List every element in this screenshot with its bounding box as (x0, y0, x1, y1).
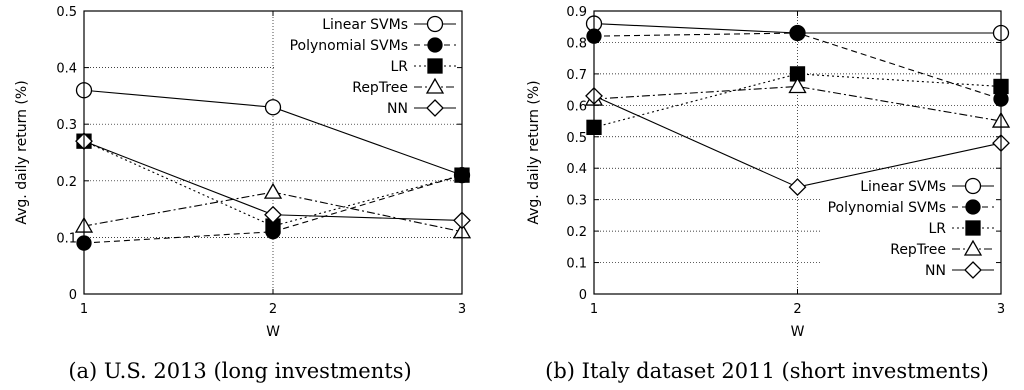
x-tick-label: 3 (458, 302, 466, 317)
y-tick-label: 0.1 (56, 231, 77, 246)
legend-label: Polynomial SVMs (290, 38, 408, 54)
y-tick-label: 0 (579, 288, 587, 303)
legend-entry-linear-svms: Linear SVMs (322, 15, 456, 33)
chart-panel-b: 0 0.1 0.2 0.3 0.4 0.5 0.6 0.7 0.8 0.9 1 2 3 W Avg. dai… (526, 5, 1011, 383)
y-tick-label: 0.1 (566, 257, 587, 272)
series-polynomial-svms (586, 25, 1009, 107)
x-tick-label: 2 (269, 302, 277, 317)
legend-entry-lr: LR (390, 58, 456, 75)
legend-marker (427, 58, 443, 74)
legend-label: LR (390, 59, 408, 75)
x-tick-label: 2 (793, 302, 801, 317)
legend-entry-nn: NN (925, 261, 994, 279)
legend-entry-lr: LR (928, 220, 994, 237)
legend-marker (964, 177, 982, 195)
legend-label: NN (387, 101, 408, 117)
figure-caption: (a) U.S. 2013 (long investments) (68, 359, 411, 383)
legend-label: RepTree (890, 242, 946, 258)
legend-marker (425, 77, 445, 94)
legend-marker (427, 37, 443, 53)
legend-label: LR (928, 221, 946, 237)
legend-entry-polynomial-svms: Polynomial SVMs (828, 199, 994, 216)
y-tick-label: 0.5 (56, 5, 77, 20)
legend-marker (963, 239, 983, 256)
legend-marker (426, 15, 444, 33)
x-tick-label: 1 (590, 302, 598, 317)
series-lr (586, 66, 1009, 135)
y-tick-label: 0.2 (566, 225, 587, 240)
y-tick-label: 0.4 (566, 162, 587, 177)
figure-caption: (b) Italy dataset 2011 (short investment… (545, 359, 989, 383)
legend-marker (426, 99, 444, 117)
data-point-reptree (788, 77, 807, 94)
y-tick-label: 0.6 (566, 99, 587, 114)
data-point-nn (788, 178, 807, 197)
y-tick-label: 0.3 (56, 118, 77, 133)
legend-label: Linear SVMs (322, 17, 408, 33)
y-tick-label: 0.2 (56, 175, 77, 190)
y-tick-label: 0.5 (566, 131, 587, 146)
legend-marker (965, 199, 981, 215)
legend-label: RepTree (352, 80, 408, 96)
y-tick-label: 0 (69, 288, 77, 303)
series-line-polynomial-svms (83, 174, 463, 244)
data-point-nn (264, 205, 282, 224)
x-tick-label: 1 (80, 302, 88, 317)
y-axis-label: Avg. daily return (%) (14, 80, 30, 224)
legend-entry-reptree: RepTree (352, 77, 456, 96)
legend-entry-nn: NN (387, 99, 456, 117)
y-tick-label: 0.8 (566, 36, 587, 51)
y-tick-label: 0.7 (566, 68, 587, 83)
legend-label: Linear SVMs (860, 179, 946, 195)
y-tick-label: 0.4 (56, 62, 77, 77)
x-axis-label: W (791, 324, 805, 340)
x-axis-label: W (266, 324, 280, 340)
y-tick-label: 0.9 (566, 5, 587, 20)
legend-entry-reptree: RepTree (890, 239, 994, 258)
data-point-polynomial-svms (789, 25, 806, 41)
data-point-linear-svms (264, 99, 282, 116)
legend-entry-linear-svms: Linear SVMs (860, 177, 994, 195)
chart-panel-a: 0 0.1 0.2 0.3 0.4 0.5 1 2 3 W Avg. daily return (%… (14, 5, 472, 383)
legend-label: NN (925, 263, 946, 279)
y-tick-label: 0.3 (566, 194, 587, 209)
y-axis-label: Avg. daily return (%) (526, 80, 542, 224)
legend-marker (964, 261, 982, 279)
x-tick-label: 3 (997, 302, 1005, 317)
data-point-reptree (263, 182, 283, 199)
legend-entry-polynomial-svms: Polynomial SVMs (290, 37, 456, 54)
legend-marker (965, 220, 981, 236)
legend-label: Polynomial SVMs (828, 200, 946, 216)
